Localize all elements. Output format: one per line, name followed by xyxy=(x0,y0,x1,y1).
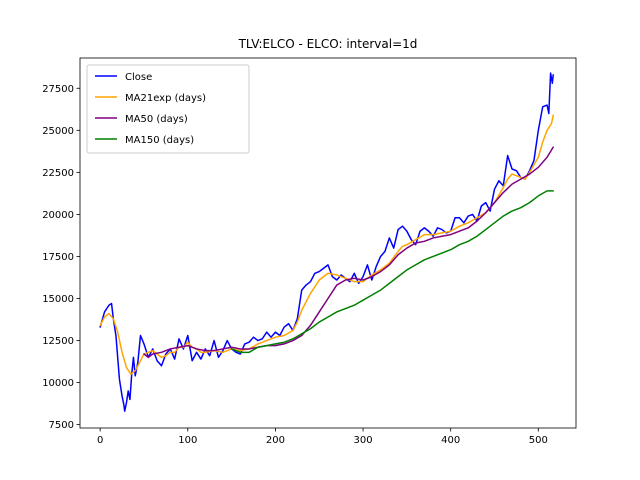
series-line-ma150-days xyxy=(230,190,554,354)
series-layer xyxy=(99,72,554,412)
chart-title: TLV:ELCO - ELCO: interval=1d xyxy=(238,37,418,51)
y-tick-label: 12500 xyxy=(42,336,74,347)
legend: Close MA21exp (days) MA50 (days) MA150 (day… xyxy=(86,64,250,154)
series-line-close xyxy=(99,72,554,412)
x-tick-label: 100 xyxy=(178,435,197,446)
legend-label-close: Close xyxy=(125,72,152,83)
y-tick-label: 25000 xyxy=(42,126,74,137)
legend-label-ma50-days: MA50 (days) xyxy=(125,114,188,125)
x-axis: 0 100 200 300 400 500 xyxy=(97,428,548,446)
y-tick-label: 10000 xyxy=(42,378,74,389)
plot-frame xyxy=(79,57,577,429)
legend-label-ma150-days: MA150 (days) xyxy=(125,135,194,146)
series-line-ma50-days xyxy=(143,146,554,359)
y-axis: 7500 10000 12500 15000 17500 20000 22500 25000 2… xyxy=(42,84,80,431)
y-tick-label: 27500 xyxy=(42,84,74,95)
x-tick-label: 300 xyxy=(354,435,373,446)
x-tick-label: 200 xyxy=(266,435,285,446)
x-tick-label: 500 xyxy=(529,435,548,446)
legend-box xyxy=(86,64,250,154)
legend-label-ma21exp-days: MA21exp (days) xyxy=(125,93,206,104)
x-tick-label: 400 xyxy=(441,435,460,446)
y-tick-label: 7500 xyxy=(49,420,74,431)
x-tick-label: 0 xyxy=(97,435,103,446)
y-tick-label: 15000 xyxy=(42,294,74,305)
y-tick-label: 22500 xyxy=(42,168,74,179)
y-tick-label: 17500 xyxy=(42,252,74,263)
y-tick-label: 20000 xyxy=(42,210,74,221)
